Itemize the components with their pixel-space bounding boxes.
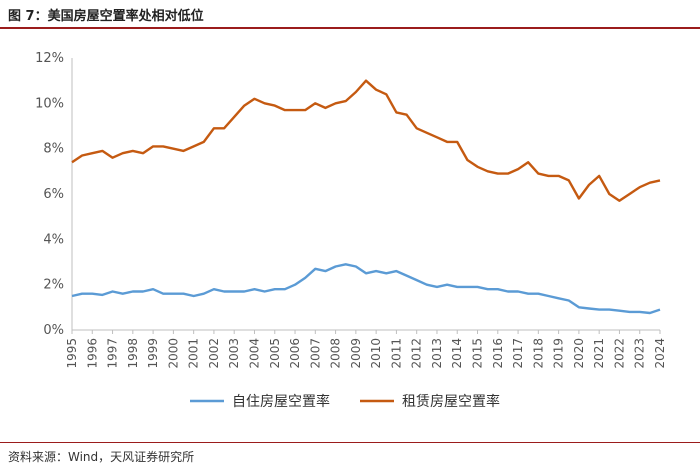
x-tick-label: 2004 <box>247 338 261 369</box>
x-tick-label: 2020 <box>572 338 586 369</box>
figure-title: 图 7：美国房屋空置率处相对低位 <box>8 9 204 24</box>
x-tick-label: 2019 <box>552 338 566 369</box>
y-axis: 0% 2% 4% 6% 8% 10% 12% <box>35 51 73 338</box>
series-line-rental <box>71 79 661 202</box>
y-tick-label: 2% <box>43 278 64 293</box>
x-tick-label: 2013 <box>430 338 444 369</box>
x-tick-label: 2005 <box>268 338 282 369</box>
x-tick-label: 1995 <box>65 338 79 369</box>
x-tick-label: 2006 <box>288 338 302 369</box>
x-tick-label: 2007 <box>308 338 322 369</box>
x-tick-label: 2016 <box>491 338 505 369</box>
x-tick-label: 2002 <box>207 338 221 369</box>
y-tick-label: 12% <box>35 51 64 66</box>
y-tick-label: 6% <box>43 187 64 202</box>
y-tick-label: 10% <box>35 96 64 111</box>
x-tick-label: 2021 <box>592 338 606 369</box>
footer-rule <box>0 442 700 443</box>
y-tick-label: 0% <box>43 323 64 338</box>
legend-label: 租赁房屋空置率 <box>402 393 500 410</box>
x-tick-label: 1997 <box>106 338 120 369</box>
x-axis: 1995 1996 1997 1998 1999 2000 2001 2002 2003 2004… <box>65 329 667 369</box>
x-tick-label: 1996 <box>85 338 99 369</box>
x-tick-label: 2015 <box>471 338 485 369</box>
x-tick-label: 2022 <box>612 338 626 369</box>
x-tick-label: 2023 <box>633 338 647 369</box>
y-tick-label: 4% <box>43 232 64 247</box>
source-note: 资料来源：Wind，天风证券研究所 <box>8 450 195 464</box>
y-tick-label: 8% <box>43 142 64 157</box>
x-tick-label: 2003 <box>227 338 241 369</box>
x-tick-label: 1999 <box>146 338 160 369</box>
title-rule <box>0 27 700 29</box>
series-lines <box>71 79 661 315</box>
x-tick-label: 2024 <box>653 338 667 369</box>
legend: 自住房屋空置率 租赁房屋空置率 <box>190 393 500 410</box>
x-tick-label: 2008 <box>329 338 343 369</box>
line-chart: 0% 2% 4% 6% 8% 10% 12% 1995 1996 1997 1998 1999 200… <box>35 51 667 410</box>
x-tick-label: 2017 <box>511 338 525 369</box>
x-tick-label: 2018 <box>531 338 545 369</box>
x-tick-label: 2014 <box>450 338 464 369</box>
legend-label: 自住房屋空置率 <box>232 393 330 410</box>
x-tick-label: 2001 <box>187 338 201 369</box>
x-tick-label: 2000 <box>166 338 180 369</box>
series-line-owner <box>71 263 661 315</box>
x-tick-label: 2012 <box>410 338 424 369</box>
x-tick-label: 2011 <box>389 338 403 369</box>
x-tick-label: 2009 <box>349 338 363 369</box>
x-tick-label: 1998 <box>126 338 140 369</box>
x-tick-label: 2010 <box>369 338 383 369</box>
